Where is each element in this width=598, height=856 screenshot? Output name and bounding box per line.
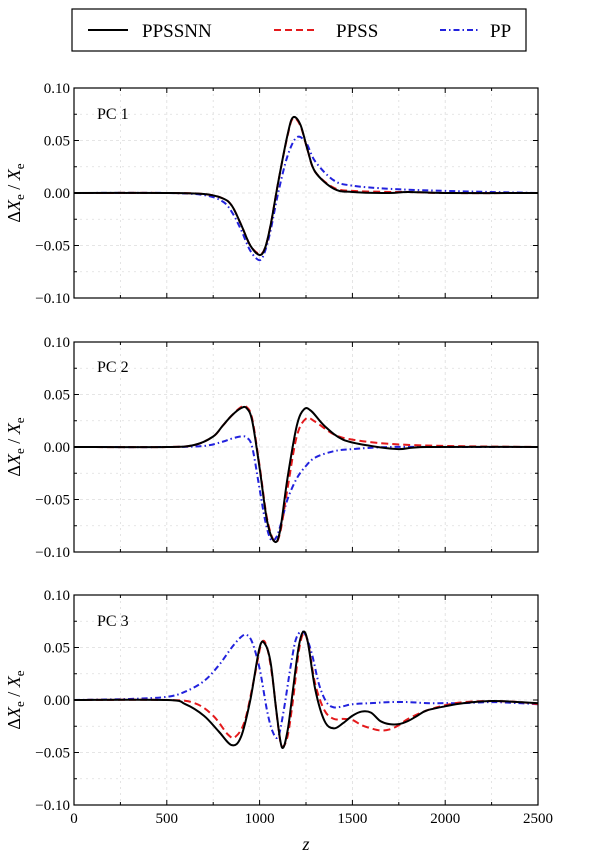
- x-axis-label: z: [301, 834, 309, 854]
- y-tick-label: −0.10: [35, 798, 70, 814]
- panel-pc3: PC 3 0.10 0.05 0.00 −0.05 −0.100 500 1000 1500 2…: [4, 588, 553, 827]
- series-line-ppssnn: [74, 405, 538, 544]
- series-group: [74, 404, 538, 544]
- y-tick-label: 0.00: [44, 440, 70, 456]
- plot-frame: [73, 594, 539, 806]
- y-tick-label: 0.00: [44, 186, 70, 202]
- y-axis-label: ΔXe / Xe: [4, 670, 27, 729]
- legend-label-ppss: PPSS: [336, 21, 378, 42]
- plot-frame: [73, 341, 539, 553]
- series-line-pp: [74, 630, 538, 740]
- series-group: [74, 630, 538, 749]
- legend-label-pp: PP: [490, 21, 511, 42]
- series-line-ppssnn: [74, 630, 538, 749]
- y-tick-label: −0.10: [35, 291, 70, 307]
- y-tick-label: 0.05: [44, 641, 70, 657]
- y-tick-label: −0.05: [35, 239, 70, 255]
- y-tick-label: 0.10: [44, 335, 70, 351]
- y-tick-label: −0.05: [35, 746, 70, 762]
- y-axis-label: ΔXe / Xe: [4, 163, 27, 222]
- legend: PPSSNN PPSS PP: [71, 8, 527, 52]
- x-tick-label: 500: [156, 811, 179, 827]
- series-line-pp: [74, 135, 538, 262]
- x-tick-label: 2000: [430, 811, 460, 827]
- y-tick-label: 0.05: [44, 134, 70, 150]
- y-tick-label: 0.10: [44, 81, 70, 97]
- plot-frame: [73, 87, 539, 299]
- panel-pc2: PC 2 0.10 0.05 0.00 −0.05 −0.10 ΔXe / Xe: [4, 335, 539, 561]
- x-tick-label: 2500: [523, 811, 553, 827]
- legend-label-ppssnn: PPSSNN: [142, 21, 212, 42]
- y-axis-label: ΔXe / Xe: [4, 417, 27, 476]
- y-tick-label: 0.05: [44, 388, 70, 404]
- y-tick-label: −0.05: [35, 493, 70, 509]
- x-tick-label: 0: [70, 811, 78, 827]
- series-group: [74, 115, 538, 262]
- series-line-ppssnn: [74, 115, 538, 256]
- y-tick-label: −0.10: [35, 545, 70, 561]
- panel-label: PC 2: [97, 359, 129, 376]
- y-tick-label: 0.10: [44, 588, 70, 604]
- series-line-ppss: [74, 117, 538, 255]
- series-line-pp: [74, 435, 538, 542]
- x-tick-label: 1000: [245, 811, 275, 827]
- panel-label: PC 3: [97, 613, 129, 630]
- x-tick-label: 1500: [337, 811, 367, 827]
- panel-label: PC 1: [97, 106, 129, 123]
- y-tick-label: 0.00: [44, 693, 70, 709]
- panel-pc1: PC 1 0.10 0.05 0.00 −0.05 −0.10 ΔXe / Xe: [4, 81, 539, 307]
